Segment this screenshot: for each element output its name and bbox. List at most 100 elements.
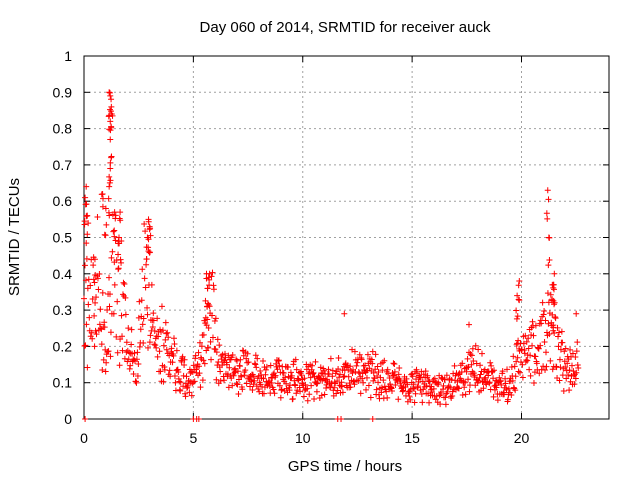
data-point [545,320,552,327]
data-point [123,349,130,356]
data-point [109,248,116,255]
data-point [288,372,295,379]
data-point [244,359,251,366]
data-point [569,350,576,357]
data-point [260,375,267,382]
data-point [160,342,167,349]
data-point [473,360,480,367]
data-point [82,416,89,422]
data-point [544,215,551,222]
data-point [562,345,569,352]
data-point [107,165,114,172]
data-point [442,401,449,408]
data-point [536,370,543,377]
data-point [385,370,392,377]
data-point [548,297,555,304]
data-point [370,377,377,384]
data-point [304,397,311,404]
data-point [106,106,113,113]
data-point [149,324,156,331]
data-point [504,396,511,403]
data-point [116,362,123,369]
data-point [108,124,115,131]
data-point [480,385,487,392]
x-tick-label: 5 [189,430,197,446]
data-point [123,339,130,346]
data-point [170,352,177,359]
data-point [309,362,316,369]
data-point [212,315,219,322]
data-point [199,377,206,384]
data-point [203,275,210,282]
data-point [338,416,345,422]
data-point [107,177,114,184]
data-point [271,370,278,377]
data-point [547,291,554,298]
data-point [223,361,230,368]
data-point [562,364,569,371]
data-point [181,361,188,368]
data-point [81,262,88,269]
data-point [175,368,182,375]
data-point [515,296,522,303]
y-tick-label: 0.1 [53,375,73,391]
x-tick-label: 10 [295,430,311,446]
y-tick-label: 0.4 [53,266,73,282]
data-point [122,311,129,318]
data-point [160,378,167,385]
data-point [391,368,398,375]
data-point [515,282,522,289]
data-point [334,377,341,384]
data-point [514,292,521,299]
data-point [171,373,178,380]
data-point [310,369,317,376]
data-point [111,233,118,240]
data-point [216,342,223,349]
data-point [335,354,342,361]
data-point [166,367,173,374]
data-point [547,357,554,364]
data-point [126,349,133,356]
data-point [532,322,539,329]
data-point [550,281,557,288]
data-point [91,256,98,263]
data-point [380,377,387,384]
data-point [164,329,171,336]
data-point [487,359,494,366]
data-point [304,385,311,392]
data-point [249,386,256,393]
data-point [107,159,114,166]
data-point [111,281,118,288]
data-point [236,363,243,370]
data-point [347,384,354,391]
data-point [530,379,537,386]
data-point [478,350,485,357]
data-point [313,388,320,395]
data-point [177,387,184,394]
data-point [377,374,384,381]
data-point [90,262,97,269]
data-point [157,368,164,375]
data-point [106,212,113,219]
data-point [475,346,482,353]
data-point [251,377,258,384]
data-point [573,348,580,355]
data-point [396,365,403,372]
data-point [200,357,207,364]
data-point [424,372,431,379]
data-point [318,392,325,399]
data-point [469,345,476,352]
data-point [515,368,522,375]
data-point [423,382,430,389]
data-point [94,213,101,220]
data-point [488,362,495,369]
data-point [162,336,169,343]
data-point [150,310,157,317]
data-point [496,374,503,381]
data-point [95,286,102,293]
data-point [513,307,520,314]
data-point [83,255,90,262]
data-point [196,370,203,377]
data-point [418,390,425,397]
data-point [91,279,98,286]
